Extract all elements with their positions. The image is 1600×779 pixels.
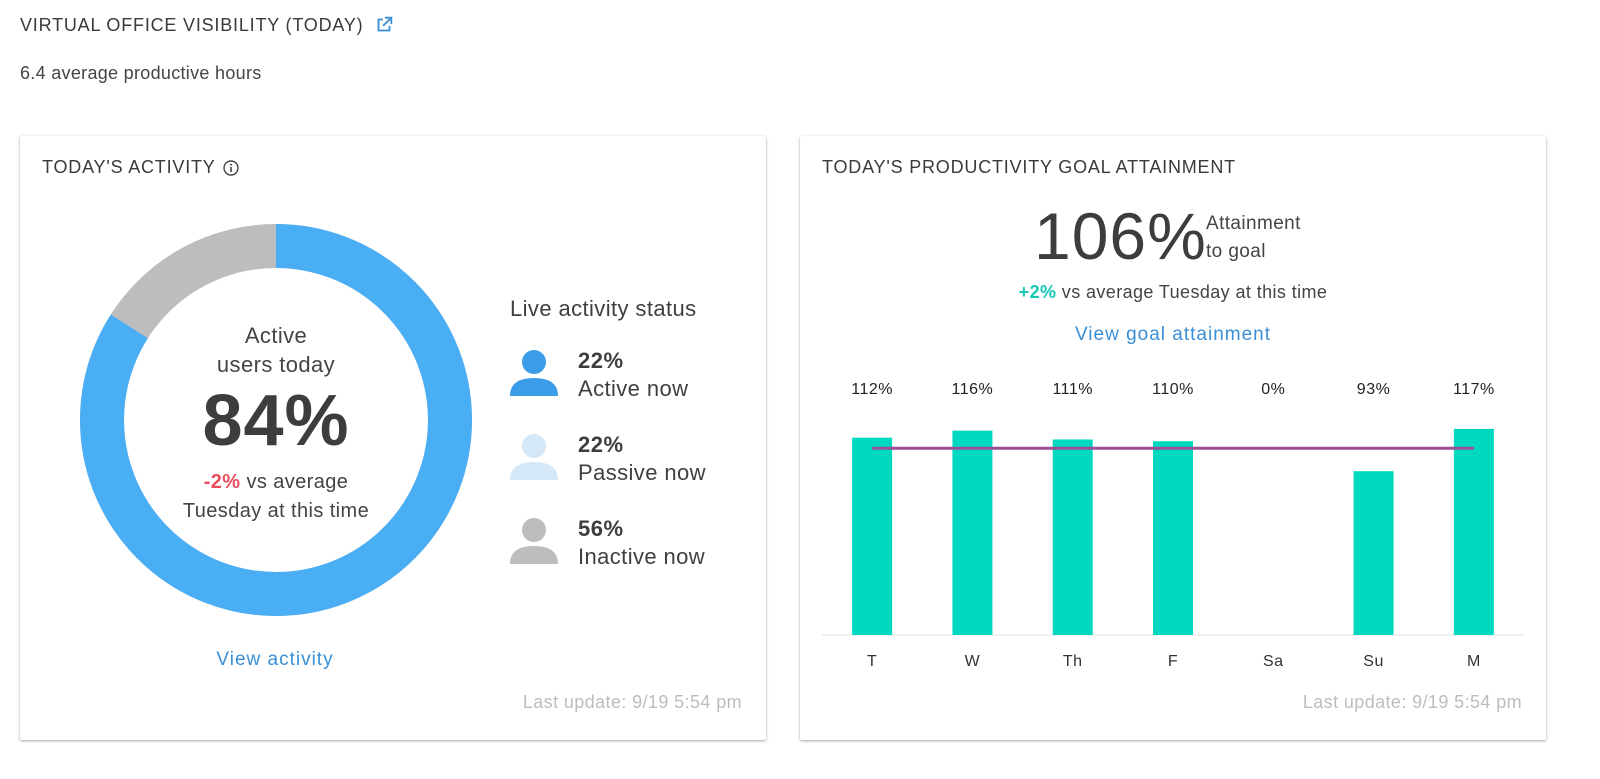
status-passive-percent: 22% [578,432,624,457]
tick-label-T: T [867,653,877,670]
value-label-M: 117% [1453,381,1495,398]
bar-M [1453,428,1494,635]
attainment-percent: 106% [1034,199,1207,273]
goal-card-title: TODAY'S PRODUCTIVITY GOAL ATTAINMENT [822,157,1236,177]
attainment-summary: 106% Attainment to goal [800,198,1546,273]
tick-label-F: F [1168,653,1178,670]
page-subtitle: 6.4 average productive hours [20,63,262,83]
activity-compare-text-1: vs average [240,471,349,493]
donut-label-line1: Active [244,323,308,348]
bar-F [1153,441,1193,635]
value-label-Sa: 0% [1261,381,1285,398]
value-label-T: 112% [851,381,893,398]
goal-compare-text: vs average Tuesday at this time [1056,282,1328,302]
bar-Su [1353,471,1394,635]
bar-T [852,437,893,635]
donut-label-line2: users today [216,352,336,377]
activity-compare-text-2: Tuesday at this time [182,500,370,522]
page-header: VIRTUAL OFFICE VISIBILITY (TODAY) [20,14,395,36]
value-label-Su: 93% [1357,381,1391,398]
status-inactive-percent: 56% [578,516,624,541]
status-passive-label: Passive now [578,460,706,485]
tick-label-Su: Su [1363,653,1384,670]
status-passive: 22% Passive now [508,432,748,492]
attainment-label-1: Attainment [1206,213,1301,234]
activity-last-update: Last update: 9/19 5:54 pm [522,692,742,712]
status-active-label: Active now [578,376,689,401]
value-label-W: 116% [952,381,994,398]
goal-attainment-chart: 112% T 116% W 111% Th 110% F 0% Sa 93% Su 117% M [822,381,1524,670]
activity-compare-delta: -2% [203,471,241,493]
value-label-Th: 111% [1052,381,1093,398]
tick-label-M: M [1467,653,1481,670]
card-title: TODAY'S ACTIVITY [42,157,240,178]
person-passive-icon [510,434,558,480]
tick-label-Sa: Sa [1263,653,1284,670]
donut-active-ring [80,224,472,616]
bar-W [952,430,993,635]
attainment-label: Attainment to goal [1206,210,1301,266]
live-status-title: Live activity status [510,296,697,321]
activity-compare: -2% vs average Tuesday at this time [140,468,412,526]
info-icon[interactable] [222,159,240,177]
attainment-label-2: to goal [1206,241,1266,262]
activity-card-title: TODAY'S ACTIVITY [42,157,216,177]
bar-Th [1052,439,1093,635]
goal-attainment-card: TODAY'S PRODUCTIVITY GOAL ATTAINMENT 106… [800,136,1546,740]
status-active-percent: 22% [578,348,624,373]
active-users-donut: Active users today 84% -2% vs average Tu… [80,224,472,616]
view-goal-attainment-link[interactable]: View goal attainment [1074,324,1272,345]
view-activity-link[interactable]: View activity [216,649,334,670]
status-inactive: 56% Inactive now [508,516,748,576]
goal-compare: +2% vs average Tuesday at this time [800,282,1546,303]
todays-activity-card: TODAY'S ACTIVITY Active users today 84% … [20,136,766,740]
tick-label-Th: Th [1063,653,1083,670]
tick-label-W: W [965,653,981,670]
status-active: 22% Active now [508,348,748,408]
external-link-icon[interactable] [373,14,395,36]
value-label-F: 110% [1152,381,1194,398]
person-active-icon [510,350,558,396]
page-title: VIRTUAL OFFICE VISIBILITY (TODAY) [20,14,364,35]
active-percent: 84% [202,381,350,461]
goal-last-update: Last update: 9/19 5:54 pm [1302,692,1522,712]
donut-center: Active users today 84% -2% vs average Tu… [80,224,472,616]
goal-compare-delta: +2% [1018,282,1057,302]
card-title: TODAY'S PRODUCTIVITY GOAL ATTAINMENT [822,157,1236,178]
person-inactive-icon [510,518,558,564]
donut-label: Active users today [176,321,376,379]
status-inactive-label: Inactive now [578,544,706,569]
